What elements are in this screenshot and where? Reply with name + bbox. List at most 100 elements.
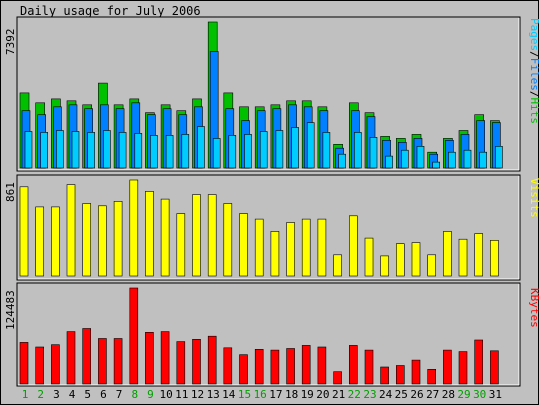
x-tick-label-day-25: 25 — [395, 388, 408, 401]
hits-pages-bar-day-15 — [244, 134, 252, 169]
visits-visits-bar-day-24 — [380, 255, 389, 277]
visits-visits-bar-day-8 — [129, 179, 139, 277]
hits-pages-bar-day-9 — [150, 135, 158, 169]
kbytes-panel-max-label: 124483 — [4, 290, 17, 330]
visits-visits-bar-day-26 — [411, 242, 421, 277]
hits-panel-bars — [19, 21, 503, 169]
kbytes-kbytes-bar-day-31 — [490, 350, 499, 385]
chart-title: Daily usage for July 2006 — [20, 4, 201, 18]
hits-pages-bar-day-24 — [385, 155, 393, 169]
kbytes-kbytes-bar-day-25 — [395, 365, 405, 385]
x-tick-label-day-19: 19 — [301, 388, 314, 401]
visits-visits-bar-day-25 — [395, 243, 405, 277]
kbytes-kbytes-bar-day-6 — [98, 338, 107, 385]
x-tick-label-day-11: 11 — [175, 388, 188, 401]
visits-visits-bar-day-19 — [301, 218, 311, 277]
kbytes-legend-part-0: KBytes — [528, 288, 539, 328]
hits-legend-part-3: / — [528, 91, 539, 98]
kbytes-kbytes-bar-day-30 — [474, 339, 484, 385]
kbytes-kbytes-bar-day-26 — [411, 359, 421, 385]
visits-panel-max-label: 861 — [4, 182, 17, 202]
hits-legend-part-0: Pages — [528, 18, 539, 51]
hits-pages-bar-day-28 — [448, 151, 456, 169]
visits-panel-bars — [19, 179, 499, 277]
x-tick-label-day-21: 21 — [332, 388, 345, 401]
kbytes-kbytes-bar-day-1 — [19, 342, 29, 385]
x-tick-label-day-2: 2 — [37, 388, 44, 401]
visits-panel: 861 Visits — [4, 174, 539, 281]
visits-visits-bar-day-29 — [458, 238, 468, 277]
hits-panel: 7392 Pages/Files/Hits — [4, 16, 539, 172]
kbytes-kbytes-bar-day-8 — [129, 287, 139, 385]
hits-pages-bar-day-23 — [369, 137, 378, 169]
visits-visits-bar-day-31 — [490, 240, 499, 277]
hits-pages-bar-day-22 — [353, 132, 362, 169]
x-tick-label-day-18: 18 — [285, 388, 298, 401]
hits-pages-bar-day-8 — [134, 133, 143, 169]
x-tick-label-day-31: 31 — [489, 388, 502, 401]
hits-panel-legend: Pages/Files/Hits — [528, 18, 539, 124]
hits-pages-bar-day-30 — [479, 151, 488, 169]
hits-pages-bar-day-2 — [40, 132, 49, 169]
kbytes-kbytes-bar-day-20 — [317, 346, 327, 385]
x-tick-label-day-26: 26 — [410, 388, 423, 401]
x-tick-label-day-4: 4 — [69, 388, 76, 401]
hits-pages-bar-day-11 — [181, 134, 190, 169]
hits-pages-bar-day-3 — [56, 130, 64, 169]
kbytes-kbytes-bar-day-22 — [348, 345, 358, 385]
x-tick-label-day-24: 24 — [379, 388, 393, 401]
hits-pages-bar-day-7 — [118, 132, 127, 169]
visits-visits-bar-day-30 — [474, 233, 484, 277]
hits-pages-bar-day-20 — [322, 132, 331, 169]
hits-pages-bar-day-29 — [463, 149, 472, 169]
kbytes-kbytes-bar-day-16 — [254, 348, 264, 385]
visits-visits-bar-day-7 — [113, 201, 123, 277]
visits-visits-bar-day-2 — [35, 206, 45, 277]
kbytes-kbytes-bar-day-27 — [427, 368, 437, 385]
visits-visits-bar-day-9 — [145, 191, 154, 277]
visits-visits-bar-day-28 — [443, 231, 452, 277]
hits-pages-bar-day-14 — [228, 135, 237, 169]
x-tick-label-day-15: 15 — [238, 388, 251, 401]
kbytes-kbytes-bar-day-11 — [176, 341, 186, 385]
visits-visits-bar-day-11 — [176, 213, 186, 277]
kbytes-kbytes-bar-day-28 — [443, 349, 452, 385]
x-tick-label-day-17: 17 — [269, 388, 282, 401]
kbytes-kbytes-bar-day-29 — [458, 351, 468, 385]
x-tick-label-day-27: 27 — [426, 388, 439, 401]
kbytes-kbytes-bar-day-12 — [192, 338, 201, 385]
hits-pages-bar-day-12 — [197, 126, 205, 169]
hits-pages-bar-day-25 — [400, 149, 409, 169]
hits-pages-bar-day-21 — [338, 153, 346, 169]
visits-visits-bar-day-21 — [333, 254, 342, 277]
kbytes-kbytes-bar-day-18 — [286, 348, 295, 385]
hits-legend-part-2: Files — [528, 58, 539, 91]
visits-visits-bar-day-3 — [51, 206, 60, 277]
visits-visits-bar-day-10 — [160, 198, 170, 277]
x-axis-day-labels: 1 2 3 4 5 6 7 8 9 10 11 12 13 14 15 16 17 18 19 20 21 22 23 24 2… — [22, 388, 502, 401]
x-tick-label-day-14: 14 — [222, 388, 236, 401]
visits-visits-bar-day-1 — [19, 186, 29, 277]
x-tick-label-day-5: 5 — [84, 388, 91, 401]
visits-visits-bar-day-17 — [270, 231, 280, 277]
hits-pages-bar-day-19 — [306, 122, 315, 169]
hits-pages-bar-day-18 — [291, 127, 299, 169]
visits-visits-bar-day-18 — [286, 222, 295, 277]
visits-visits-bar-day-13 — [207, 194, 217, 277]
visits-visits-bar-day-20 — [317, 218, 327, 277]
hits-pages-bar-day-10 — [165, 135, 174, 169]
x-tick-label-day-12: 12 — [191, 388, 204, 401]
visits-legend-part-0: Visits — [528, 178, 539, 218]
hits-pages-bar-day-13 — [212, 138, 221, 169]
hits-pages-bar-day-27 — [432, 161, 441, 169]
kbytes-kbytes-bar-day-10 — [160, 331, 170, 385]
hits-pages-bar-day-5 — [87, 132, 95, 169]
hits-pages-bar-day-4 — [71, 131, 80, 169]
kbytes-kbytes-bar-day-7 — [113, 338, 123, 385]
x-tick-label-day-28: 28 — [442, 388, 455, 401]
kbytes-panel-bars — [19, 287, 499, 385]
hits-legend-part-4: Hits — [528, 98, 539, 125]
x-tick-label-day-29: 29 — [457, 388, 470, 401]
kbytes-kbytes-bar-day-23 — [364, 349, 374, 385]
